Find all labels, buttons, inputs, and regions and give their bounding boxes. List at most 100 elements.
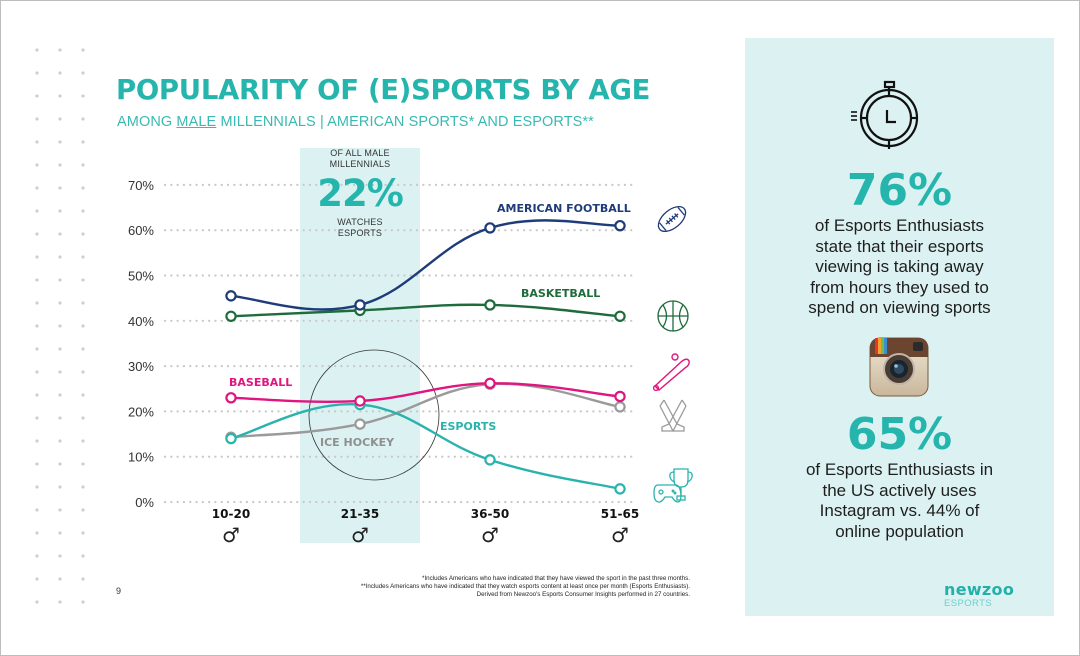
- series-line-esports: [230, 403, 621, 491]
- decor-dot: [58, 232, 62, 236]
- data-point-basketball: [484, 299, 496, 311]
- highlight-band: [300, 148, 420, 543]
- brand-sub: ESPORTS: [944, 598, 993, 609]
- decor-dot: [35, 117, 39, 121]
- callout-top-line1: OF ALL MALE: [330, 148, 390, 158]
- decor-dot: [58, 278, 62, 282]
- decor-dot: [58, 462, 62, 466]
- stat-2-line-3: Instagram vs. 44% of: [819, 501, 980, 520]
- decor-dot: [35, 324, 39, 328]
- decor-dot: [58, 71, 62, 75]
- decor-dot: [58, 485, 62, 489]
- stat-2-line-4: online population: [835, 521, 964, 541]
- data-point-baseball: [484, 377, 496, 390]
- data-point-basketball: [225, 310, 237, 322]
- decor-dot: [58, 554, 62, 558]
- decor-dot: [35, 416, 39, 420]
- footnotes: *Includes Americans who have indicated t…: [361, 575, 690, 599]
- data-point-esports: [484, 454, 496, 466]
- decor-dot: [81, 140, 85, 144]
- series-line-baseball: [230, 382, 621, 403]
- decor-dot: [81, 232, 85, 236]
- decor-dot: [58, 416, 62, 420]
- stat-1-line-1: of Esports Enthusiasts: [814, 216, 985, 235]
- side-panel: 76% of Esports Enthusiasts state that th…: [745, 38, 1054, 616]
- decor-dot: [35, 232, 39, 236]
- page-title: POPULARITY OF (E)SPORTS BY AGE: [116, 74, 651, 106]
- series-points: [225, 219, 626, 495]
- football-icon: [657, 205, 687, 233]
- footnote-2: **Includes Americans who have indicated …: [360, 583, 690, 590]
- x-tick-labels: 10-20 ♂ 21-35 ♂ 36-50 ♂ 51-65 ♂: [212, 507, 639, 547]
- stat-instagram: 65% of Esports Enthusiasts in the US act…: [745, 410, 1054, 542]
- decor-dot: [58, 508, 62, 512]
- decor-dot: [81, 416, 85, 420]
- decor-dot: [35, 393, 39, 397]
- series-line-football: [230, 219, 621, 311]
- newzoo-logo: newzoo ESPORTS: [944, 582, 1014, 610]
- decor-dot: [35, 71, 39, 75]
- decor-dot: [58, 186, 62, 190]
- decor-dot: [58, 439, 62, 443]
- callout-bottom-line1: WATCHES: [337, 217, 383, 227]
- data-point-football: [225, 290, 237, 302]
- subtitle-suffix: MILLENNIALS | AMERICAN SPORTS* AND ESPOR…: [216, 114, 594, 130]
- data-point-baseball: [614, 390, 626, 403]
- decor-dot: [58, 94, 62, 98]
- decor-dot: [35, 370, 39, 374]
- decor-dot: [81, 324, 85, 328]
- decor-dot: [81, 71, 85, 75]
- stat-1-line-5: spend on viewing sports: [808, 298, 991, 317]
- subtitle-prefix: AMONG: [117, 114, 177, 130]
- stat-2-value: 65%: [846, 409, 953, 460]
- decor-dot: [81, 163, 85, 167]
- decor-dot: [81, 439, 85, 443]
- decor-dot: [35, 278, 39, 282]
- male-symbol-icon: ♂: [481, 523, 499, 547]
- decor-dot: [35, 439, 39, 443]
- page-subtitle: AMONG MALE MILLENNIALS | AMERICAN SPORTS…: [117, 114, 594, 130]
- decor-dot: [81, 577, 85, 581]
- baseball-bat-icon: [652, 353, 690, 392]
- data-point-esports: [614, 483, 626, 495]
- decor-dot: [35, 600, 39, 604]
- basketball-icon: [657, 300, 689, 332]
- decor-dot: [35, 485, 39, 489]
- decorative-dot-grid: [35, 48, 85, 604]
- decor-dot: [81, 94, 85, 98]
- data-point-basketball: [614, 310, 626, 322]
- stat-1-value: 76%: [846, 165, 953, 216]
- decor-dot: [35, 163, 39, 167]
- data-point-esports: [225, 432, 237, 445]
- decor-dot: [58, 531, 62, 535]
- decor-dot: [35, 531, 39, 535]
- series-label-baseball: BASEBALL: [229, 376, 292, 389]
- decor-dot: [81, 531, 85, 535]
- x-tick-label: 51-65: [601, 507, 639, 521]
- subtitle-underlined: MALE: [176, 114, 217, 130]
- callout-bottom-line2: ESPORTS: [337, 228, 383, 238]
- decor-dot: [81, 462, 85, 466]
- male-symbol-icon: ♂: [351, 523, 369, 547]
- decor-dot: [58, 347, 62, 351]
- decor-dot: [81, 48, 85, 52]
- decor-dot: [58, 324, 62, 328]
- series-line-basketball: [230, 303, 621, 318]
- decor-dot: [35, 577, 39, 581]
- decor-dot: [81, 393, 85, 397]
- decor-dot: [35, 140, 39, 144]
- x-tick-label: 21-35: [341, 507, 379, 521]
- decor-dot: [35, 186, 39, 190]
- x-tick-label: 10-20: [212, 507, 250, 521]
- page-number: 9: [116, 586, 122, 596]
- decor-dot: [81, 600, 85, 604]
- decor-dot: [81, 347, 85, 351]
- data-point-baseball: [225, 392, 237, 404]
- decor-dot: [81, 117, 85, 121]
- y-tick-label: 60%: [128, 223, 154, 238]
- series-label-ice-hockey: ICE HOCKEY: [320, 436, 395, 449]
- decor-dot: [35, 94, 39, 98]
- stopwatch-icon: [851, 80, 919, 149]
- decor-dot: [58, 577, 62, 581]
- data-point-football: [354, 299, 366, 311]
